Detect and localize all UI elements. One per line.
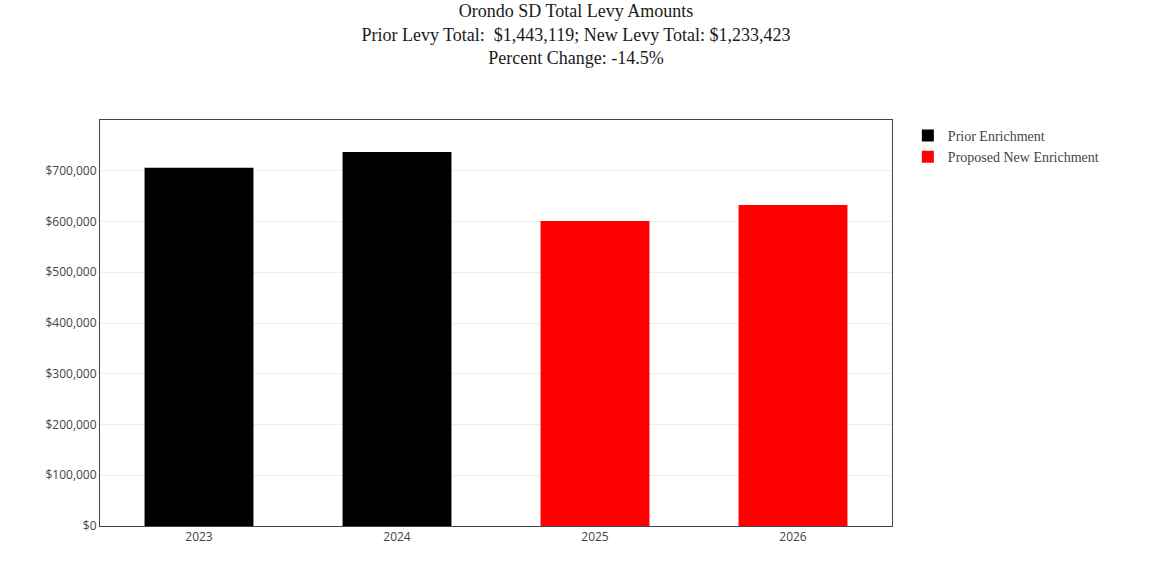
svg-text:$100,000: $100,000: [45, 466, 96, 483]
svg-text:Prior Enrichment: Prior Enrichment: [948, 129, 1045, 144]
svg-text:2024: 2024: [383, 528, 411, 545]
svg-text:2026: 2026: [779, 528, 807, 545]
svg-text:Orondo SD Total Levy AmountsPr: Orondo SD Total Levy AmountsPrior Levy T…: [361, 1, 790, 68]
svg-text:$200,000: $200,000: [45, 416, 96, 433]
svg-text:$300,000: $300,000: [45, 365, 96, 382]
svg-text:$0: $0: [83, 517, 97, 534]
svg-text:Proposed New Enrichment: Proposed New Enrichment: [948, 150, 1099, 165]
svg-text:$400,000: $400,000: [45, 314, 96, 331]
svg-text:$700,000: $700,000: [45, 162, 96, 179]
svg-text:$600,000: $600,000: [45, 213, 96, 230]
svg-text:2023: 2023: [185, 528, 213, 545]
svg-text:2025: 2025: [581, 528, 609, 545]
svg-text:$500,000: $500,000: [45, 263, 96, 280]
